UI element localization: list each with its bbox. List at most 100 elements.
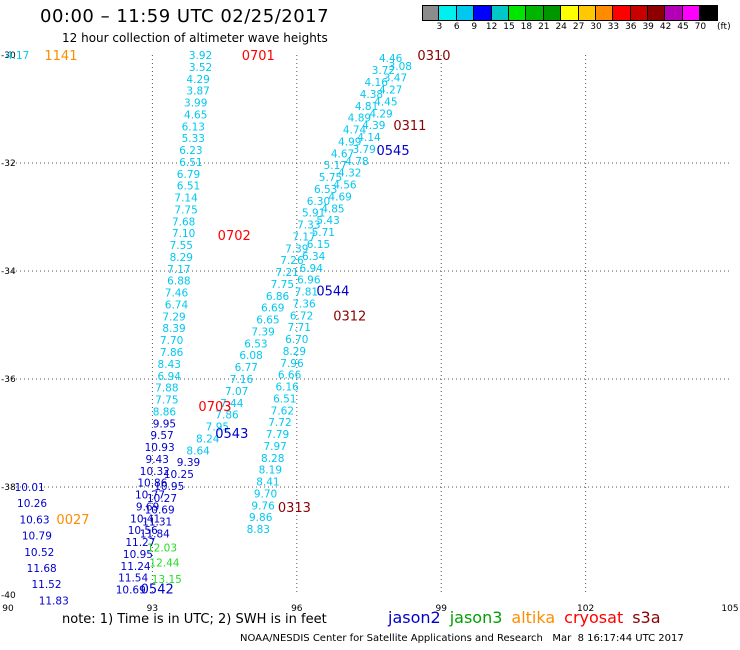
wave-height-value: 9.76 [251, 500, 275, 512]
pass-time-label: 0545 [377, 144, 410, 159]
wave-height-value: 10.86 [137, 478, 167, 490]
wave-height-value: 8.39 [162, 323, 185, 335]
color-scale-labels: 3 6 9 12 15 18 21 24 27 30 33 36 39 42 45 70 (ft) [422, 21, 731, 33]
wave-height-value: 5.43 [316, 215, 339, 227]
color-scale-label: 42 [659, 22, 672, 32]
color-swatch [491, 6, 509, 20]
pass-time-label: 0702 [218, 229, 251, 244]
satellite-legend-item: jason2 [388, 608, 441, 627]
wave-height-value: 4.67 [331, 148, 354, 160]
wave-height-value: 7.10 [172, 228, 195, 240]
wave-height-value: 7.21 [275, 267, 298, 279]
pass-time-label: 0311 [393, 119, 426, 134]
color-scale-label: 15 [503, 22, 515, 32]
color-scale-label: 30 [590, 22, 602, 32]
wave-height-value: 6.30 [307, 196, 330, 208]
x-tick-label: 93 [147, 604, 158, 614]
wave-height-value: 7.46 [165, 288, 189, 300]
wave-height-value: 5.75 [319, 172, 342, 184]
color-swatch [682, 6, 701, 20]
wave-height-value: 10.93 [145, 442, 175, 454]
wave-height-value: 4.32 [338, 168, 361, 180]
credit-line: NOAA/NESDIS Center for Satellite Applica… [240, 633, 684, 644]
wave-height-value: 7.75 [271, 279, 294, 291]
wave-height-value: 4.38 [360, 89, 383, 101]
wave-height-value: 6.72 [290, 310, 313, 322]
color-swatch [630, 6, 649, 20]
wave-height-value: 3.92 [189, 50, 212, 62]
wave-height-value: 8.64 [186, 445, 210, 457]
color-scale-unit: (ft) [717, 22, 731, 32]
wave-height-value: 6.66 [278, 370, 302, 382]
wave-height-value: 7.81 [295, 287, 318, 299]
wave-height-value: 4.17 [6, 50, 29, 62]
wave-height-value: 6.94 [300, 263, 324, 275]
wave-height-value: 9.86 [249, 512, 273, 524]
satellite-legend-item: s3a [632, 608, 661, 627]
wave-height-value: 8.86 [153, 406, 177, 418]
wave-height-value: 6.74 [165, 299, 189, 311]
wave-height-value: 4.46 [379, 53, 403, 65]
wave-height-value: 10.01 [15, 482, 45, 494]
wave-height-value: 8.41 [256, 477, 279, 489]
wave-height-value: 6.53 [244, 338, 267, 350]
wave-height-value: 7.17 [167, 264, 190, 276]
wave-height-value: 6.88 [167, 276, 190, 288]
pass-time-label: 0310 [417, 50, 450, 64]
wave-height-value: 11.27 [125, 537, 155, 549]
y-tick-label: -32 [1, 159, 16, 169]
color-swatch [508, 6, 527, 20]
wave-height-value: 7.75 [174, 204, 197, 216]
pass-time-label: 0543 [215, 427, 248, 442]
color-scale-label: 9 [471, 22, 478, 32]
wave-height-value: 7.68 [172, 216, 195, 228]
wave-height-value: 7.88 [155, 383, 178, 395]
wave-height-value: 6.15 [307, 239, 330, 251]
wave-height-value: 8.28 [261, 453, 284, 465]
wave-height-value: 7.44 [220, 398, 244, 410]
color-swatch [422, 6, 440, 20]
pass-time-label: 0027 [56, 513, 89, 528]
wave-height-value: 6.65 [256, 315, 279, 327]
wave-height-value: 7.97 [263, 441, 286, 453]
wave-height-value: 6.79 [177, 169, 200, 181]
wave-height-value: 4.99 [338, 136, 361, 148]
wave-height-value: 11.68 [27, 563, 57, 575]
wave-height-value: 10.79 [22, 531, 52, 543]
chart-subtitle: 12 hour collection of altimeter wave hei… [62, 31, 328, 45]
pass-time-label: 0312 [333, 309, 366, 324]
color-swatch [665, 6, 683, 20]
color-scale-swatches [422, 5, 718, 21]
color-scale-label: 12 [485, 22, 498, 32]
wave-height-value: 4.89 [348, 113, 371, 125]
wave-height-value: 7.36 [292, 298, 316, 310]
x-tick-label: 90 [2, 604, 14, 614]
pass-time-label: 0701 [242, 50, 275, 64]
wave-height-value: 7.14 [174, 193, 198, 205]
wave-height-value: 3.99 [184, 98, 207, 110]
color-scale-label: 27 [572, 22, 585, 32]
wave-height-value: 7.16 [230, 374, 254, 386]
wave-height-value: 5.33 [182, 133, 205, 145]
pass-time-label: 0542 [141, 583, 174, 598]
wave-height-value: 7.62 [271, 405, 294, 417]
wave-height-value: 10.63 [19, 514, 49, 526]
wave-height-value: 8.29 [170, 252, 193, 264]
wave-height-value: 7.39 [285, 243, 308, 255]
color-scale-label: 24 [555, 22, 567, 32]
wave-height-value: 7.75 [155, 395, 178, 407]
wave-height-value: 9.57 [150, 430, 173, 442]
pass-time-label: 0703 [198, 400, 231, 415]
pass-time-label: 0313 [278, 501, 311, 516]
wave-height-value: 10.27 [147, 493, 177, 505]
wave-height-value: 4.78 [345, 156, 368, 168]
color-scale-label: 21 [538, 22, 550, 32]
wave-height-value: 4.65 [184, 109, 207, 121]
wave-height-value: 3.72 [372, 65, 395, 77]
satellite-legend-item: cryosat [564, 608, 624, 627]
wave-height-value: 3.52 [189, 62, 212, 74]
color-scale-label: 33 [607, 22, 620, 32]
wave-height-value: 6.69 [261, 303, 284, 315]
wave-height-map: 90 93 96 99 102 105 -30 -32 -34 -36 -38 -40 4.17 3.92… [1, 50, 739, 614]
wave-height-value: 4.29 [369, 108, 392, 120]
